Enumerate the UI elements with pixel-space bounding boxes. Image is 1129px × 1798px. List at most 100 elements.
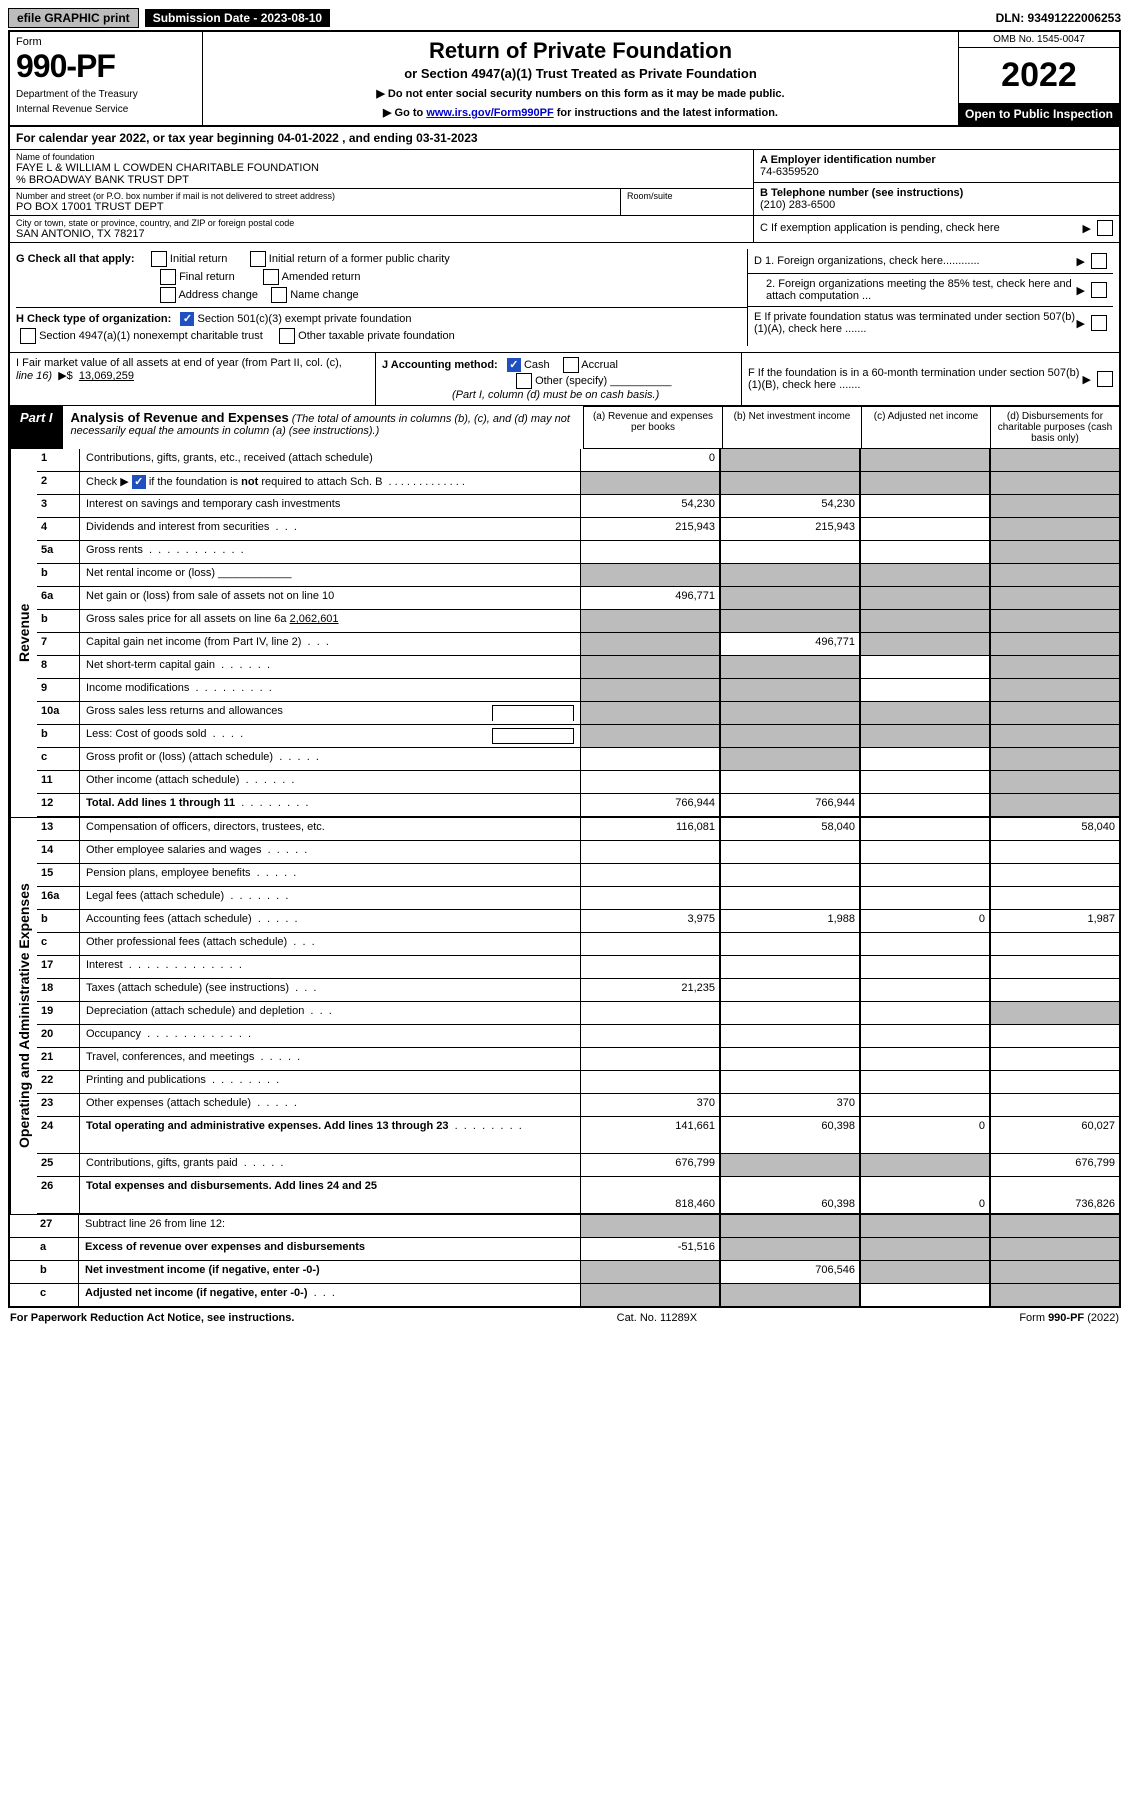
row-10a-d: [990, 702, 1119, 724]
row-1-d: [990, 449, 1119, 471]
row-19-b: [720, 1002, 860, 1024]
row-14-d: [990, 841, 1119, 863]
g-lbl: G Check all that apply:: [16, 253, 135, 265]
row-26-d: 736,826: [990, 1177, 1119, 1213]
g-final-checkbox[interactable]: [160, 269, 176, 285]
row-6a-c: [860, 587, 990, 609]
j-other-checkbox[interactable]: [516, 373, 532, 389]
row-5a-num: 5a: [37, 541, 80, 563]
h-501c3-checkbox[interactable]: ✓: [180, 312, 194, 326]
row-7-a: [580, 633, 720, 655]
row-27b-a: [580, 1261, 720, 1283]
row-27c-b: [720, 1284, 860, 1306]
row-27a-d: [990, 1238, 1119, 1260]
row-9: 9 Income modifications . . . . . . . . .: [37, 679, 1119, 702]
irs-link[interactable]: www.irs.gov/Form990PF: [426, 107, 553, 119]
form-subtitle: or Section 4947(a)(1) Trust Treated as P…: [211, 66, 950, 81]
f-checkbox[interactable]: [1097, 371, 1113, 387]
header-right: OMB No. 1545-0047 2022 Open to Public In…: [958, 32, 1119, 125]
row-27b: b Net investment income (if negative, en…: [10, 1261, 1119, 1284]
row-27a-desc: Excess of revenue over expenses and disb…: [79, 1238, 580, 1260]
row-10b-d: [990, 725, 1119, 747]
f-lbl: F If the foundation is in a 60-month ter…: [748, 367, 1083, 391]
e-checkbox[interactable]: [1091, 315, 1107, 331]
phone-val: (210) 283-6500: [760, 199, 1113, 211]
row-11: 11 Other income (attach schedule) . . . …: [37, 771, 1119, 794]
row-3: 3 Interest on savings and temporary cash…: [37, 495, 1119, 518]
g-amended-checkbox[interactable]: [263, 269, 279, 285]
row-27-num: 27: [36, 1215, 79, 1237]
row-16b-desc: Accounting fees (attach schedule) . . . …: [80, 910, 580, 932]
row-16b-a: 3,975: [580, 910, 720, 932]
d2-arrow-icon: ▶: [1077, 284, 1085, 297]
row-23-a: 370: [580, 1094, 720, 1116]
row-6a-desc: Net gain or (loss) from sale of assets n…: [80, 587, 580, 609]
row-27c: c Adjusted net income (if negative, ente…: [10, 1284, 1119, 1306]
row-6b-val: 2,062,601: [290, 613, 339, 625]
expenses-side-label: Operating and Administrative Expenses: [10, 818, 37, 1214]
d1-arrow-icon: ▶: [1077, 255, 1085, 268]
j-cash-checkbox[interactable]: ✓: [507, 358, 521, 372]
row-10a-text: Gross sales less returns and allowances: [86, 705, 492, 721]
d1-checkbox[interactable]: [1091, 253, 1107, 269]
g-o4: Initial return of a former public charit…: [269, 253, 450, 265]
row-24-b: 60,398: [720, 1117, 860, 1153]
row-27c-num: c: [36, 1284, 79, 1306]
schb-checkbox[interactable]: ✓: [132, 475, 146, 489]
row-4: 4 Dividends and interest from securities…: [37, 518, 1119, 541]
row-2-b: [720, 472, 860, 494]
efile-btn[interactable]: efile GRAPHIC print: [8, 8, 139, 28]
j-other: Other (specify): [535, 375, 607, 387]
row-9-a: [580, 679, 720, 701]
d2-checkbox[interactable]: [1091, 282, 1107, 298]
row-13-a: 116,081: [580, 818, 720, 840]
row-14-desc: Other employee salaries and wages . . . …: [80, 841, 580, 863]
row-27-c: [860, 1215, 990, 1237]
g-o6: Name change: [290, 289, 359, 301]
info-left: Name of foundation FAYE L & WILLIAM L CO…: [10, 150, 753, 242]
h-other-checkbox[interactable]: [279, 328, 295, 344]
d2-cell: 2. Foreign organizations meeting the 85%…: [748, 274, 1113, 307]
section-g-wrap: G Check all that apply: Initial return I…: [10, 243, 1119, 353]
row-13-d: 58,040: [990, 818, 1119, 840]
row-22: 22 Printing and publications . . . . . .…: [37, 1071, 1119, 1094]
row-12-num: 12: [37, 794, 80, 816]
d1-lbl: D 1. Foreign organizations, check here..…: [754, 255, 1077, 267]
dln: DLN: 93491222006253: [996, 11, 1121, 25]
g-row1: G Check all that apply: Initial return I…: [16, 251, 747, 267]
row-1-c: [860, 449, 990, 471]
j-accrual-checkbox[interactable]: [563, 357, 579, 373]
c-checkbox[interactable]: [1097, 220, 1113, 236]
g-former-checkbox[interactable]: [250, 251, 266, 267]
row-26: 26 Total expenses and disbursements. Add…: [37, 1177, 1119, 1214]
row-6a-b: [720, 587, 860, 609]
row-19: 19 Depreciation (attach schedule) and de…: [37, 1002, 1119, 1025]
form-outer: Form 990-PF Department of the Treasury I…: [8, 30, 1121, 1308]
row-13-num: 13: [37, 818, 80, 840]
j-row2: Other (specify) __________: [382, 373, 735, 389]
row-19-c: [860, 1002, 990, 1024]
g-address-checkbox[interactable]: [160, 287, 176, 303]
g-name-checkbox[interactable]: [271, 287, 287, 303]
h-4947-checkbox[interactable]: [20, 328, 36, 344]
row-21-text: Travel, conferences, and meetings: [86, 1051, 254, 1063]
j-lbl: J Accounting method:: [382, 359, 498, 371]
d2-lbl: 2. Foreign organizations meeting the 85%…: [754, 278, 1077, 302]
row-10a-num: 10a: [37, 702, 80, 724]
row-2: 2 Check ▶ ✓ if the foundation is not req…: [37, 472, 1119, 495]
row-15-d: [990, 864, 1119, 886]
g-initial-checkbox[interactable]: [151, 251, 167, 267]
row-4-d: [990, 518, 1119, 540]
row-18-a: 21,235: [580, 979, 720, 1001]
row-16c-num: c: [37, 933, 80, 955]
row-16a-c: [860, 887, 990, 909]
row-12-d: [990, 794, 1119, 816]
row-1-desc: Contributions, gifts, grants, etc., rece…: [80, 449, 580, 471]
row-23-desc: Other expenses (attach schedule) . . . .…: [80, 1094, 580, 1116]
row-20-d: [990, 1025, 1119, 1047]
row-10b-c: [860, 725, 990, 747]
row-3-d: [990, 495, 1119, 517]
h-lbl: H Check type of organization:: [16, 313, 171, 325]
j-note-text: (Part I, column (d) must be on cash basi…: [452, 389, 659, 401]
row-21-num: 21: [37, 1048, 80, 1070]
